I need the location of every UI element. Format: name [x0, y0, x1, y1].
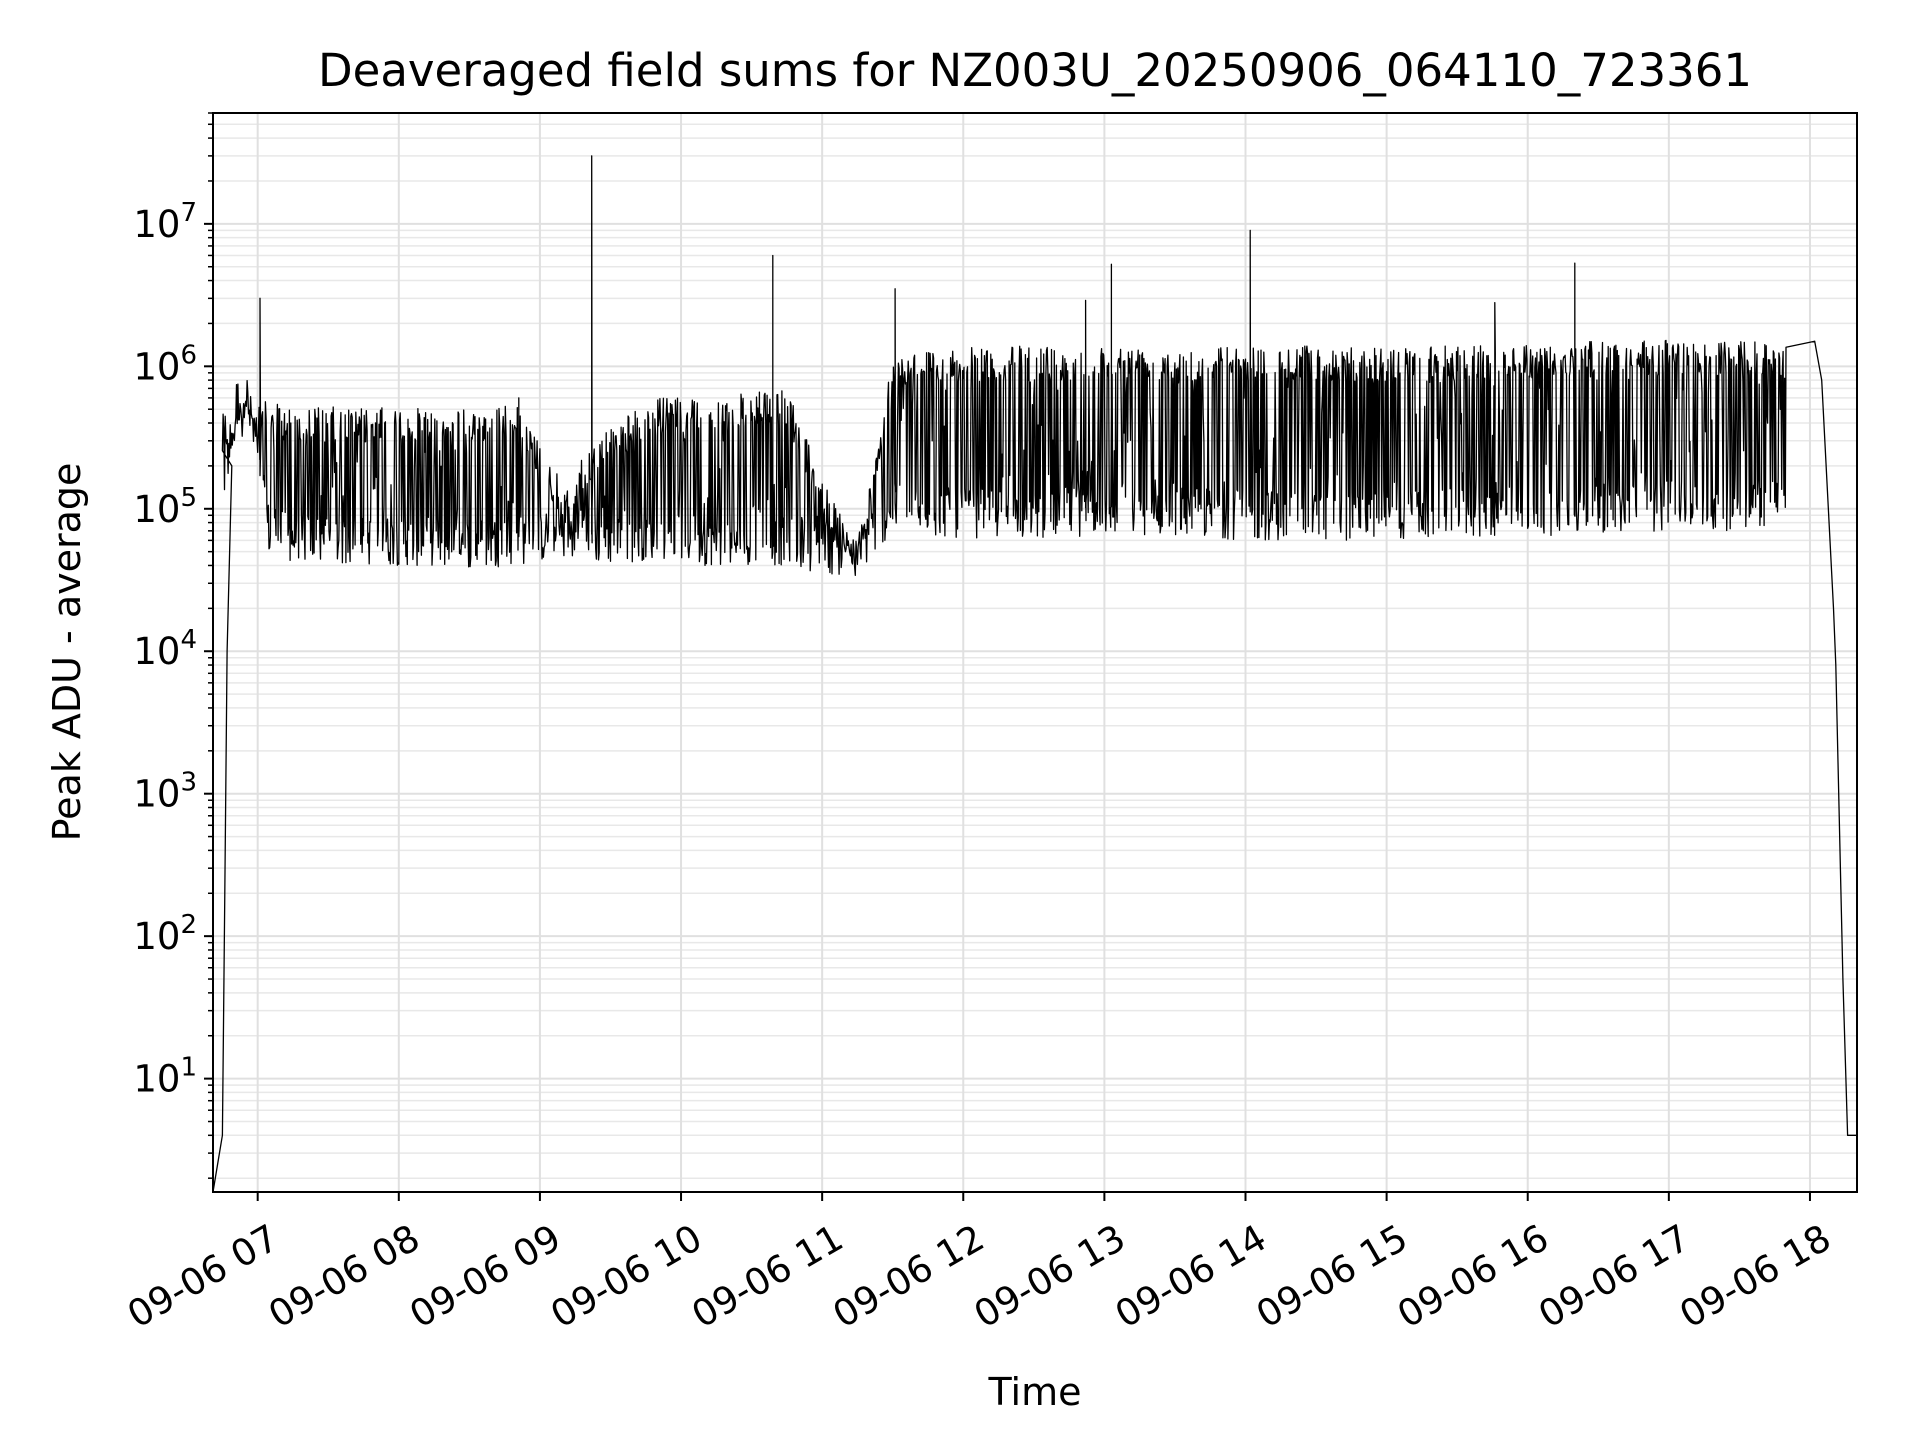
x-tick-label: 09-06 09 — [402, 1216, 568, 1336]
y-tick-label: 103 — [133, 768, 197, 816]
x-tick-label: 09-06 11 — [685, 1216, 851, 1336]
y-tick-label: 101 — [133, 1053, 197, 1101]
x-tick-label: 09-06 14 — [1108, 1216, 1274, 1336]
plot-frame — [212, 112, 1858, 1193]
series-line — [212, 155, 1857, 1193]
chart-title: Deaveraged field sums for NZ003U_2025090… — [318, 44, 1752, 97]
x-tick-label: 09-06 12 — [826, 1216, 992, 1336]
x-tick-label: 09-06 17 — [1531, 1216, 1697, 1336]
x-tick-label: 09-06 13 — [967, 1216, 1133, 1336]
x-tick-label: 09-06 18 — [1672, 1216, 1838, 1336]
y-tick-label: 107 — [133, 198, 197, 246]
x-tick-label: 09-06 15 — [1249, 1216, 1415, 1336]
y-tick-label: 105 — [133, 483, 197, 531]
y-tick-label: 106 — [133, 340, 197, 388]
data-series — [212, 155, 1857, 1193]
x-axis-label: Time — [988, 1370, 1082, 1414]
x-tick-label: 09-06 10 — [544, 1216, 710, 1336]
y-axis: 101 102 103 104 105 106 107 — [133, 112, 213, 1179]
major-grid — [213, 113, 1857, 1192]
x-tick-label: 09-06 08 — [261, 1216, 427, 1336]
y-tick-label: 102 — [133, 910, 197, 958]
x-tick-label: 09-06 07 — [120, 1216, 286, 1336]
minor-grid — [213, 112, 1857, 1179]
x-tick-label: 09-06 16 — [1390, 1216, 1556, 1336]
y-axis-label: Peak ADU - average — [45, 463, 89, 842]
y-tick-label: 104 — [133, 625, 197, 673]
